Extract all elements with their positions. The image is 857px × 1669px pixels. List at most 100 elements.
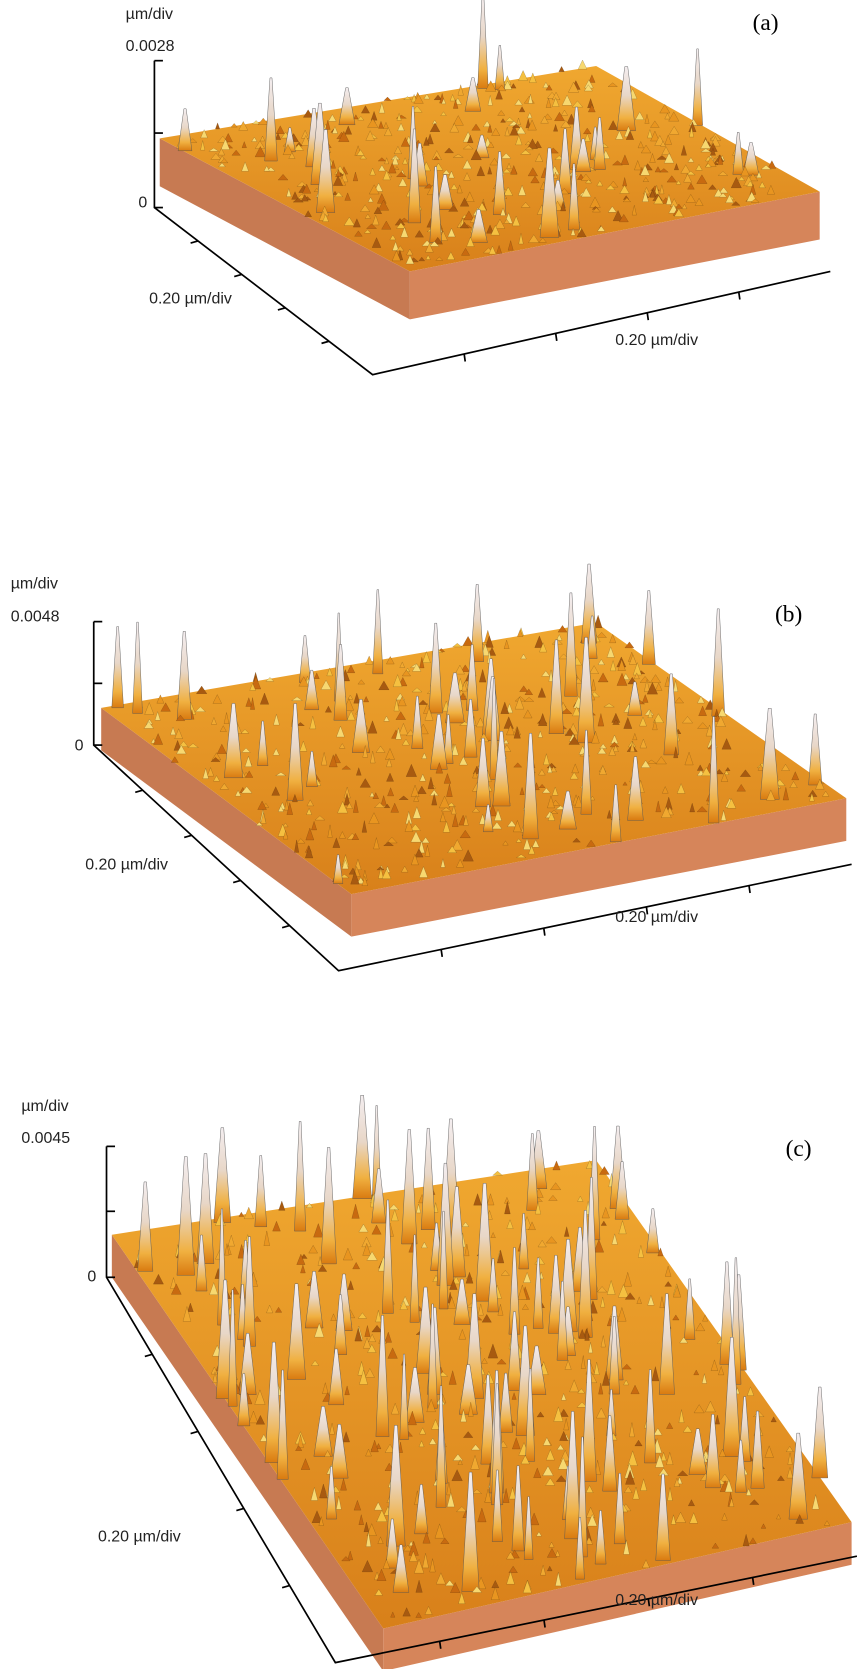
surface-grain: [380, 795, 387, 806]
surface-grain: [272, 1220, 281, 1232]
surface-grain: [387, 787, 394, 797]
surface-grain: [509, 125, 519, 136]
surface-grain: [822, 790, 830, 797]
surface-grain: [459, 221, 470, 229]
surface-grain: [555, 1550, 561, 1557]
surface-grain: [446, 783, 453, 797]
surface-grain: [410, 831, 422, 843]
surface-grain: [314, 815, 326, 821]
surface-peak: [264, 1341, 284, 1463]
surface-grain: [326, 667, 333, 677]
surface-grain: [512, 215, 521, 227]
surface-grain: [452, 643, 463, 648]
surface-grain: [564, 1226, 570, 1237]
surface-grain: [344, 1385, 350, 1396]
surface-grain: [465, 1271, 474, 1284]
surface-grain: [625, 130, 635, 140]
x-tick: [144, 1353, 153, 1358]
surface-peak: [705, 1414, 721, 1489]
surface-grain: [667, 1487, 673, 1501]
surface-grain: [664, 1265, 672, 1277]
surface-peak: [464, 77, 482, 112]
surface-grain: [300, 1264, 306, 1274]
surface-grain: [687, 182, 695, 190]
surface-grain: [446, 251, 456, 260]
surface-grain: [513, 762, 523, 768]
surface-grain: [293, 143, 304, 151]
surface-grain: [238, 121, 249, 131]
surface-grain: [431, 793, 438, 806]
surface-grain: [520, 202, 531, 208]
surface-peak: [333, 854, 344, 884]
surface-grain: [377, 157, 386, 162]
surface-grain: [786, 1466, 794, 1479]
surface-grain: [506, 1551, 515, 1560]
surface-grain: [411, 105, 423, 113]
surface-peak: [435, 1385, 447, 1508]
surface-grain: [589, 665, 599, 674]
surface-grain: [606, 646, 615, 658]
surface-grain: [362, 745, 368, 758]
surface-grain: [413, 94, 424, 104]
surface-grain: [503, 639, 510, 649]
surface-grain: [266, 1304, 274, 1314]
x-tick: [190, 240, 199, 244]
surface-grain: [532, 839, 540, 848]
surface-peak: [286, 1283, 306, 1380]
surface-grain: [600, 1220, 607, 1226]
surface-peak: [333, 644, 348, 721]
surface-peak: [411, 695, 424, 749]
surface-grain: [288, 152, 296, 159]
surface-grain: [673, 680, 679, 692]
surface-grain: [502, 840, 509, 846]
surface-grain: [405, 763, 417, 777]
surface-grain: [681, 203, 688, 209]
surface-grain: [597, 747, 607, 755]
surface-grain: [650, 130, 660, 142]
surface-grain: [760, 1523, 767, 1529]
surface-grain: [330, 159, 336, 169]
surface-grain: [764, 1445, 774, 1458]
surface-grain: [296, 838, 306, 844]
surface-grain: [275, 125, 285, 134]
surface-peak: [522, 733, 539, 840]
surface-grain: [616, 672, 628, 686]
surface-grain: [254, 1389, 266, 1405]
x-tick: [234, 273, 242, 278]
surface-grain: [697, 695, 705, 704]
surface-grain: [398, 1442, 403, 1453]
surface-grain: [649, 189, 656, 198]
surface-peak: [511, 1465, 525, 1552]
surface-grain: [545, 1236, 558, 1244]
surface-grain: [558, 653, 569, 660]
surface-grain: [291, 696, 303, 701]
surface-peak: [338, 87, 356, 125]
surface-grain: [440, 1537, 450, 1544]
surface-grain: [363, 229, 372, 234]
surface-grain: [224, 1243, 230, 1256]
surface-grain: [470, 1444, 481, 1451]
surface-grain: [418, 256, 426, 262]
surface-grain: [395, 727, 402, 740]
surface-grain: [391, 154, 399, 165]
surface-grain: [386, 656, 395, 665]
surface-grain: [370, 1439, 379, 1453]
surface-peak: [392, 1544, 410, 1593]
surface-grain: [809, 792, 815, 802]
surface-grain: [486, 1193, 495, 1206]
surface-grain: [456, 1506, 468, 1512]
surface-grain: [460, 1409, 467, 1423]
surface-grain: [187, 743, 199, 748]
surface-grain: [742, 1533, 750, 1547]
surface-grain: [728, 1497, 735, 1507]
surface-grain: [661, 786, 669, 794]
surface-peak: [407, 128, 421, 224]
surface-grain: [717, 154, 724, 165]
surface-grain: [391, 1208, 399, 1222]
surface-grain: [586, 839, 596, 847]
surface-grain: [669, 125, 680, 135]
surface-grain: [473, 1193, 482, 1206]
surface-grain: [300, 1458, 311, 1470]
surface-grain: [673, 746, 679, 759]
surface-grain: [291, 191, 299, 200]
